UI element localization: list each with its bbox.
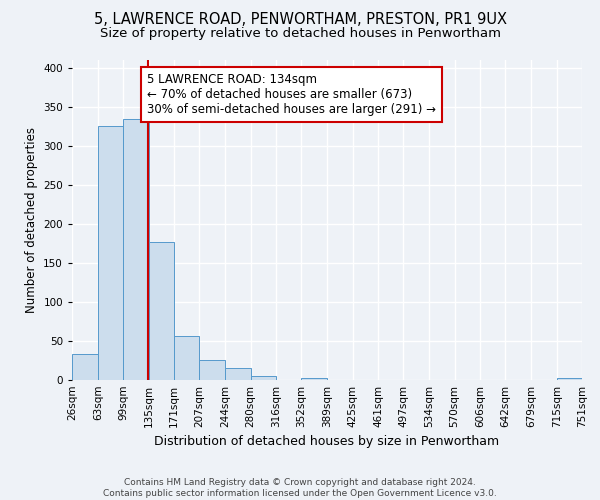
Text: 5 LAWRENCE ROAD: 134sqm
← 70% of detached houses are smaller (673)
30% of semi-d: 5 LAWRENCE ROAD: 134sqm ← 70% of detache… xyxy=(147,74,436,116)
Text: 5, LAWRENCE ROAD, PENWORTHAM, PRESTON, PR1 9UX: 5, LAWRENCE ROAD, PENWORTHAM, PRESTON, P… xyxy=(94,12,506,28)
Text: Contains HM Land Registry data © Crown copyright and database right 2024.
Contai: Contains HM Land Registry data © Crown c… xyxy=(103,478,497,498)
Bar xyxy=(124,118,149,380)
X-axis label: Distribution of detached houses by size in Penwortham: Distribution of detached houses by size … xyxy=(154,436,500,448)
Bar xyxy=(557,378,582,380)
Bar xyxy=(98,126,124,380)
Y-axis label: Number of detached properties: Number of detached properties xyxy=(25,127,38,313)
Text: Size of property relative to detached houses in Penwortham: Size of property relative to detached ho… xyxy=(100,28,500,40)
Bar xyxy=(72,354,98,380)
Bar xyxy=(226,368,251,380)
Bar xyxy=(301,378,328,380)
Bar xyxy=(251,376,276,380)
Bar xyxy=(149,242,174,380)
Bar xyxy=(174,336,199,380)
Bar xyxy=(199,360,226,380)
